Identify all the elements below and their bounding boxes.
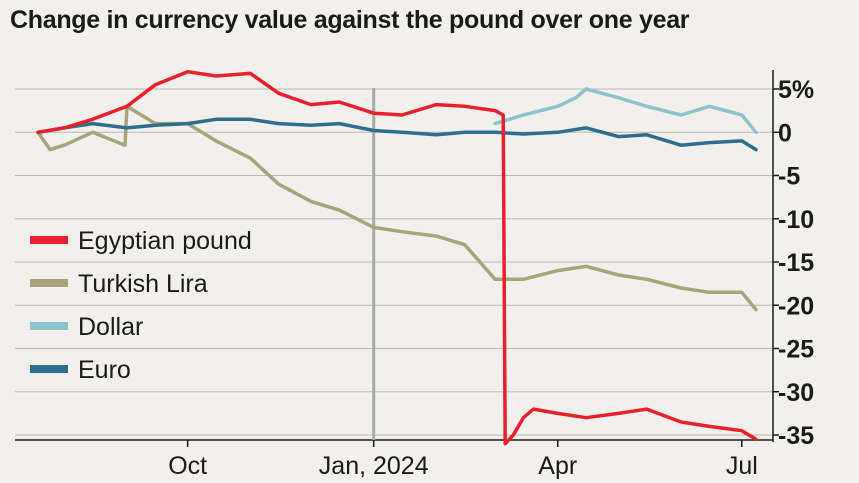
- y-tick-label: -25: [778, 336, 814, 364]
- y-tick-label: -20: [778, 292, 814, 320]
- legend-swatch-turkish-lira: [30, 279, 68, 287]
- y-tick-label: -35: [778, 422, 814, 450]
- series-line-turkish-lira: [36, 104, 758, 312]
- x-tick-label: Jul: [726, 452, 758, 480]
- legend-label-turkish-lira: Turkish Lira: [78, 270, 208, 298]
- legend-swatch-egyptian-pound: [30, 236, 68, 244]
- x-tick-label: Jan, 2024: [319, 452, 429, 480]
- series-line-euro: [36, 117, 758, 152]
- legend-label-euro: Euro: [78, 356, 131, 384]
- y-tick-label: 0: [778, 119, 792, 147]
- series-line-egyptian-pound: [36, 69, 758, 446]
- x-tick-label: Oct: [168, 452, 207, 480]
- chart-title: Change in currency value against the pou…: [10, 6, 690, 34]
- y-tick-label: -15: [778, 249, 814, 277]
- y-tick-label: -5: [778, 163, 800, 191]
- legend-label-dollar: Dollar: [78, 313, 143, 341]
- legend-label-egyptian-pound: Egyptian pound: [78, 227, 252, 255]
- series-line-dollar: [493, 87, 758, 135]
- y-tick-label: -30: [778, 379, 814, 407]
- y-tick-label: 5%: [778, 76, 814, 104]
- legend-swatch-dollar: [30, 322, 68, 330]
- y-tick-label: -10: [778, 206, 814, 234]
- legend-swatch-euro: [30, 365, 68, 373]
- x-tick-label: Apr: [538, 452, 577, 480]
